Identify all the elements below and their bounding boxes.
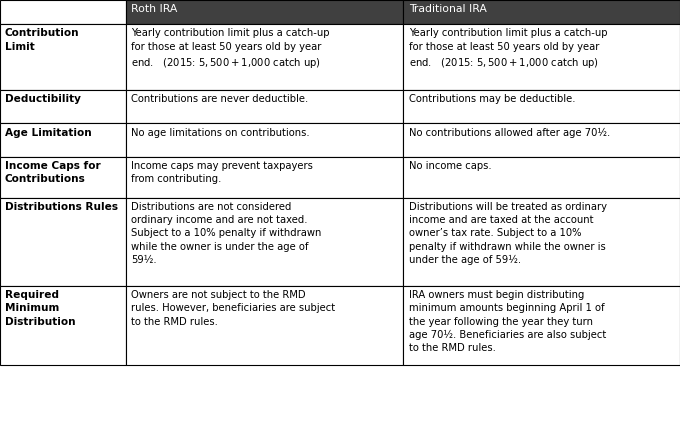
- Text: Required
Minimum
Distribution: Required Minimum Distribution: [5, 290, 75, 327]
- Text: Traditional IRA: Traditional IRA: [409, 4, 487, 14]
- Bar: [403, 90, 680, 123]
- Bar: [126, 123, 403, 157]
- Text: Income Caps for
Contributions: Income Caps for Contributions: [5, 161, 101, 184]
- Bar: [0, 24, 126, 90]
- Text: Roth IRA: Roth IRA: [131, 4, 177, 14]
- Bar: [0, 286, 126, 365]
- Bar: [403, 198, 680, 286]
- Bar: [0, 157, 126, 198]
- Text: Distributions are not considered
ordinary income and are not taxed.
Subject to a: Distributions are not considered ordinar…: [131, 202, 322, 265]
- Bar: [403, 24, 680, 90]
- Bar: [403, 157, 680, 198]
- Bar: [126, 0, 403, 24]
- Text: Yearly contribution limit plus a catch-up
for those at least 50 years old by yea: Yearly contribution limit plus a catch-u…: [409, 28, 607, 70]
- Text: Distributions Rules: Distributions Rules: [5, 202, 118, 212]
- Bar: [0, 198, 126, 286]
- Bar: [126, 286, 403, 365]
- Text: Distributions will be treated as ordinary
income and are taxed at the account
ow: Distributions will be treated as ordinar…: [409, 202, 607, 265]
- Text: Contributions are never deductible.: Contributions are never deductible.: [131, 94, 309, 104]
- Text: No age limitations on contributions.: No age limitations on contributions.: [131, 128, 310, 138]
- Bar: [126, 198, 403, 286]
- Text: Yearly contribution limit plus a catch-up
for those at least 50 years old by yea: Yearly contribution limit plus a catch-u…: [131, 28, 330, 70]
- Bar: [0, 90, 126, 123]
- Text: Age Limitation: Age Limitation: [5, 128, 92, 138]
- Bar: [0, 0, 126, 24]
- Text: Deductibility: Deductibility: [5, 94, 81, 104]
- Bar: [126, 24, 403, 90]
- Text: Owners are not subject to the RMD
rules. However, beneficiaries are subject
to t: Owners are not subject to the RMD rules.…: [131, 290, 335, 327]
- Text: No contributions allowed after age 70½.: No contributions allowed after age 70½.: [409, 128, 610, 138]
- Bar: [126, 157, 403, 198]
- Bar: [403, 123, 680, 157]
- Bar: [403, 286, 680, 365]
- Text: Contribution
Limit: Contribution Limit: [5, 28, 80, 52]
- Text: IRA owners must begin distributing
minimum amounts beginning April 1 of
the year: IRA owners must begin distributing minim…: [409, 290, 606, 353]
- Bar: [0, 123, 126, 157]
- Text: Contributions may be deductible.: Contributions may be deductible.: [409, 94, 575, 104]
- Text: Income caps may prevent taxpayers
from contributing.: Income caps may prevent taxpayers from c…: [131, 161, 313, 184]
- Bar: [403, 0, 680, 24]
- Bar: [126, 90, 403, 123]
- Text: No income caps.: No income caps.: [409, 161, 492, 171]
